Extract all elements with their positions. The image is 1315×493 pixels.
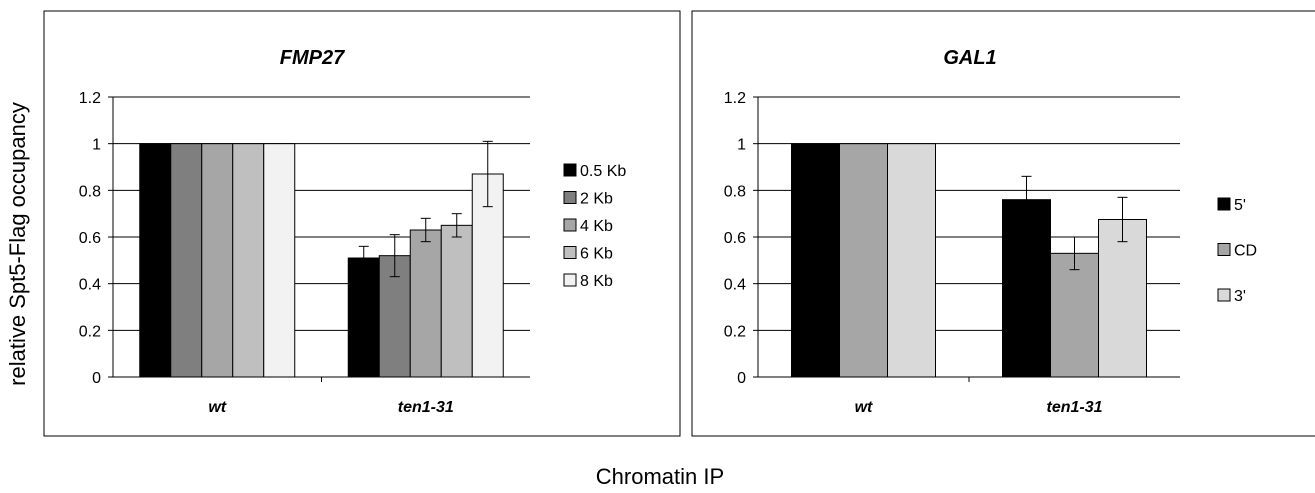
y-tick-label: 1 bbox=[92, 137, 101, 154]
legend-swatch-4-kb bbox=[563, 218, 577, 232]
bar-ten1-31-6-kb bbox=[440, 224, 473, 378]
y-tick-label: 1.2 bbox=[724, 90, 746, 107]
legend-label-3: 3' bbox=[1234, 288, 1246, 305]
bar-wt-5 bbox=[791, 143, 840, 378]
y-tick-label: 0.6 bbox=[79, 230, 101, 247]
y-tick-label: 1 bbox=[737, 137, 746, 154]
y-tick-label: 0.2 bbox=[79, 323, 101, 340]
legend-swatch-8-kb bbox=[563, 273, 577, 287]
legend-label-cd: CD bbox=[1234, 243, 1257, 260]
bar-ten1-31-4-kb bbox=[409, 229, 442, 378]
legend-swatch-2-kb bbox=[563, 191, 577, 204]
bar-wt-6-kb bbox=[232, 143, 265, 378]
bar-ten1-31-0-5-kb bbox=[347, 257, 380, 378]
y-tick-label: 0 bbox=[92, 370, 101, 387]
y-tick-label: 1.2 bbox=[79, 90, 101, 107]
bar-wt-3 bbox=[887, 143, 936, 378]
x-tick-label-wt: wt bbox=[855, 399, 873, 416]
bar-wt-8-kb bbox=[263, 143, 296, 378]
legend-label-2-kb: 2 Kb bbox=[580, 191, 613, 208]
legend-swatch-5 bbox=[1217, 197, 1231, 211]
chart-title: GAL1 bbox=[943, 47, 996, 69]
bar-wt-0-5-kb bbox=[139, 143, 172, 378]
y-tick-label: 0.8 bbox=[79, 183, 101, 200]
bar-wt-4-kb bbox=[201, 143, 234, 378]
x-tick-label-ten1-31: ten1-31 bbox=[1046, 399, 1102, 416]
legend-swatch-6-kb bbox=[563, 246, 577, 259]
x-tick-label-wt: wt bbox=[208, 399, 226, 416]
chart-panel-gal1: GAL1 0 0.2 0.4 0.6 0.8 1 1.2 wt ten1-31 5' CD 3' bbox=[691, 10, 1315, 437]
bar-ten1-31-8-kb bbox=[471, 173, 504, 378]
y-tick-label: 0.4 bbox=[724, 277, 746, 294]
legend-label-5: 5' bbox=[1234, 197, 1246, 214]
x-tick-label-ten1-31: ten1-31 bbox=[398, 399, 454, 416]
chart-panel-fmp27: FMP27 0 0.2 0.4 0.6 0.8 1 1.2 wt ten1-31 0.5 Kb 2 K… bbox=[43, 10, 681, 437]
chart-title: FMP27 bbox=[280, 47, 345, 69]
y-tick-label: 0.2 bbox=[724, 323, 746, 340]
y-tick-label: 0.4 bbox=[79, 277, 101, 294]
y-tick-label: 0.6 bbox=[724, 230, 746, 247]
legend-label-4-kb: 4 Kb bbox=[580, 218, 613, 235]
legend-swatch-cd bbox=[1217, 243, 1231, 256]
bar-ten1-31-cd bbox=[1050, 252, 1099, 378]
bar-wt-cd bbox=[839, 143, 888, 378]
bar-ten1-31-3 bbox=[1098, 219, 1147, 378]
y-tick-label: 0 bbox=[737, 370, 746, 387]
x-axis-label: Chromatin IP bbox=[596, 464, 724, 489]
y-tick-label: 0.8 bbox=[724, 183, 746, 200]
legend-swatch-3 bbox=[1217, 288, 1231, 302]
legend-swatch-0-5-kb bbox=[563, 163, 577, 177]
legend-label-0-5-kb: 0.5 Kb bbox=[580, 163, 626, 180]
bar-ten1-31-5 bbox=[1002, 199, 1051, 378]
legend-label-6-kb: 6 Kb bbox=[580, 246, 613, 263]
bar-wt-2-kb bbox=[170, 143, 203, 378]
y-axis-label: relative Spt5-Flag occupancy bbox=[5, 102, 30, 386]
legend-label-8-kb: 8 Kb bbox=[580, 273, 613, 290]
